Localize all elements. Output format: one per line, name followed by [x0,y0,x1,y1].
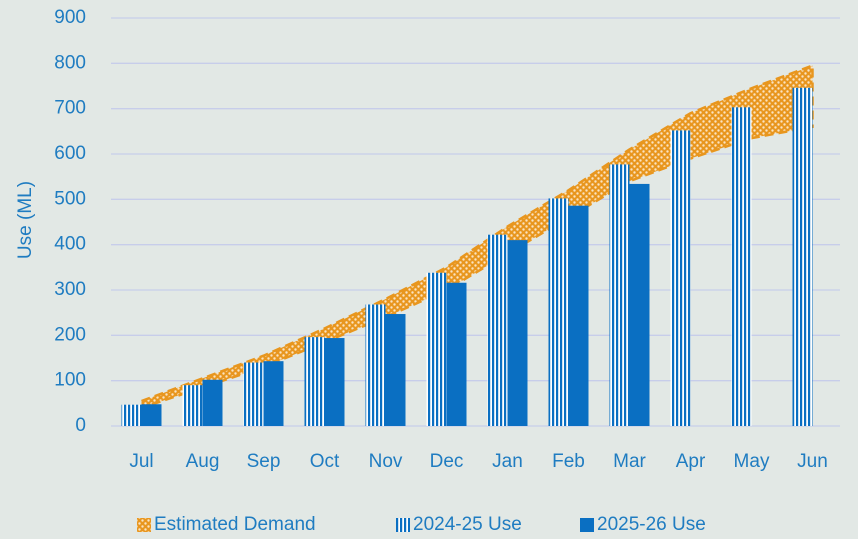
y-tick-label: 0 [75,415,86,436]
legend-swatch [137,518,151,532]
bar [141,404,162,426]
bar [609,164,630,426]
x-tick-label: Jan [492,451,523,472]
y-tick-label: 200 [54,324,86,345]
x-tick-label: Dec [430,451,464,472]
y-tick-label: 600 [54,143,86,164]
bar [304,337,325,426]
x-tick-label: Mar [613,451,646,472]
bar [243,362,264,426]
y-tick-label: 500 [54,188,86,209]
x-tick-label: Jun [797,451,828,472]
x-tick-label: Feb [552,451,585,472]
legend-label: Estimated Demand [154,514,316,535]
legend-swatch [396,518,410,532]
x-tick-label: Sep [247,451,281,472]
bar [121,404,142,426]
bar [263,361,284,426]
bar [670,130,691,426]
bar [568,205,589,426]
x-tick-label: May [734,451,770,472]
y-tick-label: 700 [54,98,86,119]
legend-swatch [580,518,594,532]
bar [426,272,447,426]
y-tick-label: 400 [54,234,86,255]
y-tick-label: 100 [54,370,86,391]
bar [202,379,223,426]
bar [792,87,813,427]
legend-label: 2025-26 Use [597,514,706,535]
y-tick-label: 300 [54,279,86,300]
bar [548,198,569,426]
bar [324,338,345,426]
bar [446,282,467,426]
bar [731,107,752,426]
bar [365,304,386,426]
demand-band [140,63,814,410]
x-tick-label: Apr [676,451,706,472]
y-axis-title: Use (ML) [15,181,36,259]
x-tick-label: Jul [129,451,153,472]
legend-label: 2024-25 Use [413,514,522,535]
x-tick-label: Nov [369,451,403,472]
x-tick-label: Aug [186,451,220,472]
bar [629,183,650,426]
x-tick-label: Oct [310,451,340,472]
y-tick-label: 900 [54,7,86,28]
bar [385,314,406,426]
bar [182,385,203,426]
y-tick-label: 800 [54,52,86,73]
bar [487,234,508,426]
bar [507,240,528,426]
